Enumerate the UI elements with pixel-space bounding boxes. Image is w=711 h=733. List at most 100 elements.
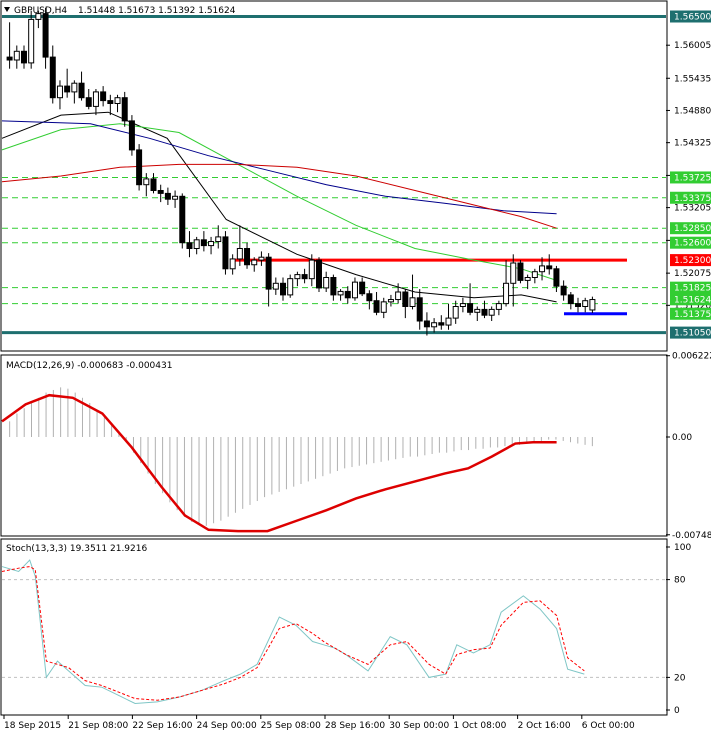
- candle-body: [366, 293, 373, 302]
- macd-axis: 0.006222 0.00 -0.007482: [666, 352, 711, 541]
- candle-body: [208, 241, 215, 247]
- macd-pane[interactable]: MACD(12,26,9) -0.000683 -0.000431 0.0062…: [0, 352, 711, 541]
- macd-title: MACD(12,26,9) -0.000683 -0.000431: [6, 361, 172, 371]
- price-tick-label: 1.54880: [674, 106, 711, 116]
- price-tick-label: 1.54325: [674, 139, 711, 149]
- level-label: 1.52600: [674, 239, 711, 249]
- candle-body: [13, 50, 20, 61]
- candle-body: [553, 268, 560, 287]
- candle-body: [301, 274, 308, 280]
- candle-body: [517, 262, 524, 281]
- candle-body: [136, 149, 143, 186]
- macd-tick-label: -0.007482: [672, 531, 711, 541]
- price-axis: 1.560051.554351.548801.543251.537601.532…: [666, 10, 711, 339]
- price-tick-label: 1.53205: [674, 204, 711, 214]
- moving-averages: [1, 111, 557, 303]
- candle-body: [524, 277, 531, 281]
- level-label-bg: [670, 326, 711, 339]
- candle-body: [64, 85, 71, 93]
- price-tick-label: 1.56005: [674, 41, 711, 51]
- candle-body: [186, 242, 193, 249]
- level-label-bg: [670, 10, 711, 23]
- candle-body: [71, 82, 78, 93]
- candle-body: [251, 259, 258, 266]
- stoch-title: Stoch(13,3,3) 19.3511 21.9216: [6, 544, 147, 554]
- level-label-bg: [670, 254, 711, 267]
- price-pane[interactable]: GBPUSD,H4 1.51448 1.51673 1.51392 1.5162…: [0, 0, 711, 352]
- stoch-tick-label: 0: [674, 706, 680, 716]
- candle-body: [236, 248, 243, 260]
- stoch-tick-label: 80: [674, 576, 686, 586]
- time-tick-label: 6 Oct 00:00: [582, 721, 635, 731]
- candle-body: [344, 290, 351, 299]
- stoch-tick-label: 20: [674, 673, 686, 683]
- candle-body: [452, 306, 459, 319]
- candle-body: [92, 91, 99, 107]
- time-tick-label: 18 Sep 2015: [4, 721, 61, 731]
- candle-body: [20, 50, 27, 64]
- time-tick-label: 21 Sep 08:00: [68, 721, 128, 731]
- candle-body: [42, 13, 49, 58]
- candle-body: [258, 256, 265, 261]
- candle-body: [395, 291, 402, 301]
- candle-body: [467, 303, 474, 313]
- candle-body: [56, 85, 63, 99]
- candle-body: [315, 259, 322, 289]
- time-tick-label: 30 Sep 00:00: [389, 721, 449, 731]
- time-axis: 18 Sep 2015 21 Sep 08:00 22 Sep 16:00 24 Se…: [3, 715, 635, 731]
- candle-body: [539, 265, 546, 273]
- symbol-label: GBPUSD,H4: [14, 6, 67, 16]
- level-label: 1.51050: [674, 329, 711, 339]
- candle-body: [265, 256, 272, 290]
- level-label: 1.51624: [674, 295, 711, 305]
- candle-body: [474, 308, 481, 313]
- level-label-bg: [670, 171, 711, 184]
- ohlc-label: 1.51448 1.51673 1.51392 1.51624: [78, 6, 236, 16]
- time-tick-label: 22 Sep 16:00: [132, 721, 192, 731]
- candle-body: [510, 262, 517, 284]
- candle-body: [143, 178, 150, 186]
- candle-body: [582, 300, 589, 308]
- candle-body: [150, 178, 157, 191]
- stoch-pane[interactable]: Stoch(13,3,3) 19.3511 21.9216 100 80 20 0: [0, 538, 691, 716]
- candle-body: [6, 56, 13, 61]
- candle-body: [100, 91, 107, 102]
- stoch-tick-label: 100: [674, 543, 691, 553]
- candle-body: [164, 192, 171, 200]
- candle-body: [107, 100, 114, 104]
- candle-body: [330, 277, 337, 296]
- price-tick-label: 1.52075: [674, 269, 711, 279]
- candle-body: [28, 18, 35, 64]
- candle-body: [287, 278, 294, 296]
- candle-body: [200, 239, 207, 247]
- candle-body: [359, 281, 366, 295]
- macd-signal: [1, 393, 557, 533]
- header-arrow-icon: [4, 7, 10, 12]
- macd-signal-line: [1, 393, 557, 533]
- stoch-line: [1, 566, 585, 701]
- candle-body: [351, 281, 358, 299]
- moving-average-line: [1, 163, 557, 229]
- candle-body: [128, 120, 135, 151]
- candle-body: [546, 265, 553, 270]
- macd-pane-frame: [0, 354, 668, 537]
- price-tick-label: 1.51520: [674, 301, 711, 311]
- candle-body: [157, 190, 164, 194]
- level-label: 1.53725: [674, 173, 711, 183]
- time-tick-label: 24 Sep 00:00: [197, 721, 257, 731]
- level-label-bg: [670, 191, 711, 204]
- candle-body: [531, 271, 538, 279]
- moving-average-line: [1, 111, 557, 303]
- candle-body: [402, 291, 409, 307]
- candle-body: [481, 308, 488, 316]
- candle-body: [409, 297, 416, 307]
- candle-body: [323, 277, 330, 289]
- candle-body: [589, 299, 596, 311]
- candle-body: [373, 300, 380, 313]
- stoch-levels: [2, 579, 666, 678]
- level-label-bg: [670, 293, 711, 306]
- price-tick-label: 1.55435: [674, 74, 711, 84]
- candle-body: [337, 290, 344, 296]
- candle-body: [229, 258, 236, 270]
- candle-body: [35, 13, 42, 20]
